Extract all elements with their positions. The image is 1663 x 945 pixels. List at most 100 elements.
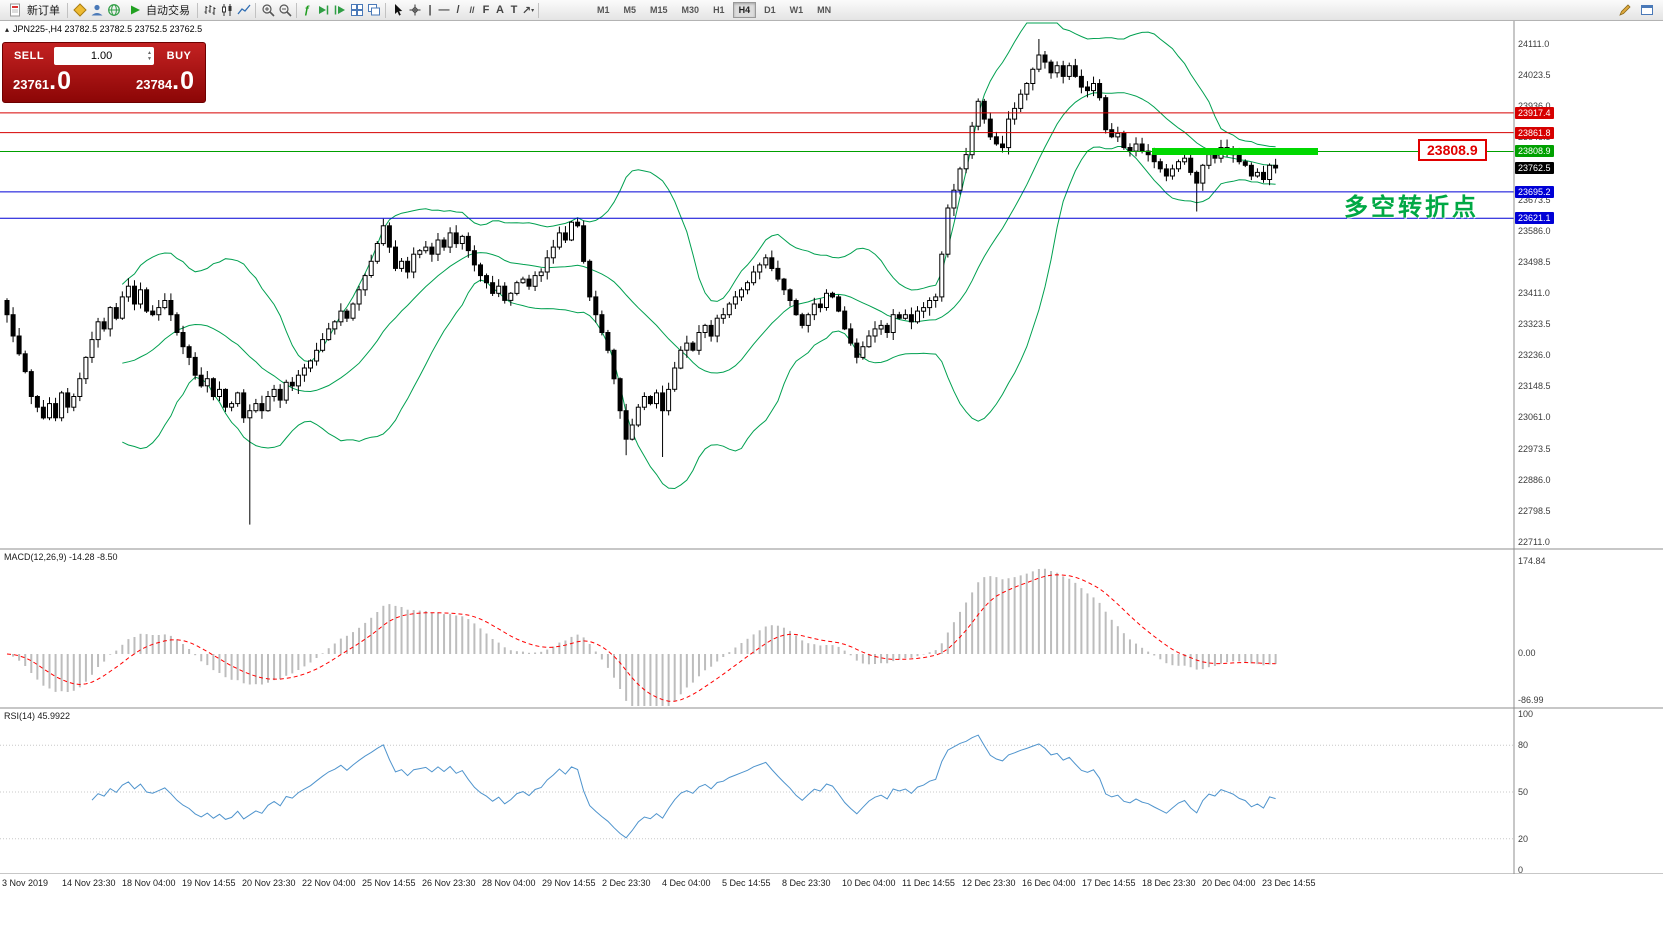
time-label: 17 Dec 14:55 <box>1082 878 1136 888</box>
price-tag-annotation[interactable]: 23808.9 <box>1418 139 1487 161</box>
buy-button[interactable]: 23784 .0 <box>136 67 195 96</box>
market-watch-icon[interactable] <box>71 2 88 19</box>
price-axis-label: 24111.0 <box>1518 39 1550 49</box>
bar-chart-icon[interactable] <box>201 2 218 19</box>
trendline-tool-icon[interactable]: / <box>456 4 460 16</box>
tf-button-h4[interactable]: H4 <box>732 2 757 18</box>
price-axis-label: 23236.0 <box>1518 350 1551 361</box>
price-axis[interactable]: 24111.024023.523936.023848.523761.023673… <box>1514 21 1663 894</box>
chart-shift-icon[interactable] <box>331 2 348 19</box>
time-label: 25 Nov 14:55 <box>362 878 416 888</box>
turning-point-annotation[interactable]: 多空转折点 <box>1344 194 1479 221</box>
zoom-out-icon[interactable] <box>276 2 293 19</box>
auto-scroll-icon[interactable] <box>314 2 331 19</box>
profile-icon[interactable] <box>88 2 105 19</box>
buy-price-pips: .0 <box>172 67 195 95</box>
tf-button-w1[interactable]: W1 <box>784 2 810 18</box>
arrow-tool-icon[interactable]: ↗ ▾ <box>521 4 535 17</box>
line-chart-icon[interactable] <box>235 2 252 19</box>
time-axis[interactable]: 3 Nov 2019 14 Nov 23:30 18 Nov 04:00 19 Nov… <box>0 874 1663 894</box>
indicators-icon[interactable]: ƒ <box>303 4 311 16</box>
sell-label[interactable]: SELL <box>13 50 45 62</box>
time-label: 19 Nov 14:55 <box>182 878 236 888</box>
macd-axis-label: -86.99 <box>1518 695 1544 705</box>
price-line-label: 23861.8 <box>1515 126 1554 139</box>
bollinger-bands-layer <box>121 22 1276 490</box>
candlestick-icon[interactable] <box>218 2 235 19</box>
auto-trading-button[interactable]: 自动交易 <box>122 1 194 20</box>
symbol-title-text: JPN225-,H4 23782.5 23782.5 23752.5 23762… <box>13 24 203 34</box>
trade-panel-prices: 23761 .0 23784 .0 <box>3 67 205 96</box>
current-price-label: 23762.5 <box>1515 161 1554 174</box>
cursor-icon[interactable] <box>389 2 406 19</box>
toolbar-separator <box>538 2 539 18</box>
symbol-title: ▴ JPN225-,H4 23782.5 23782.5 23752.5 237… <box>5 24 202 34</box>
crosshair-icon[interactable] <box>406 2 423 19</box>
data-window-icon[interactable] <box>105 2 122 19</box>
tf-button-m30[interactable]: M30 <box>676 2 706 18</box>
auto-trading-label: 自动交易 <box>146 5 190 17</box>
time-label: 26 Nov 23:30 <box>422 878 476 888</box>
tile-windows-icon[interactable] <box>348 2 365 19</box>
price-axis-label: 23148.5 <box>1518 381 1551 392</box>
collapse-icon[interactable]: ▴ <box>5 24 10 34</box>
price-axis-label: 23411.0 <box>1518 287 1550 298</box>
zoom-in-icon[interactable] <box>259 2 276 19</box>
sell-price-pips: .0 <box>49 67 73 95</box>
play-icon <box>126 2 143 19</box>
pencil-icon[interactable] <box>1616 2 1633 19</box>
sell-button[interactable]: 23761 .0 <box>13 67 72 96</box>
buy-label[interactable]: BUY <box>166 50 192 62</box>
macd-axis-label: 174.84 <box>1518 556 1546 566</box>
tf-button-m1[interactable]: M1 <box>591 2 616 18</box>
new-order-label: 新订单 <box>27 5 60 17</box>
rsi-axis-label: 80 <box>1518 740 1529 751</box>
new-order-icon <box>7 2 24 19</box>
volume-up-button[interactable]: ▲ <box>147 50 152 56</box>
tf-button-mn[interactable]: MN <box>811 2 837 18</box>
time-label: 23 Dec 14:55 <box>1262 878 1316 888</box>
price-axis-label: 23673.5 <box>1518 194 1551 205</box>
chevron-down-icon: ▾ <box>531 7 535 14</box>
rsi-label: RSI(14) 45.9922 <box>4 711 71 721</box>
channel-tool-icon[interactable]: // <box>469 5 475 15</box>
volume-down-button[interactable]: ▼ <box>147 56 152 62</box>
horizontal-lines-layer <box>0 112 1514 219</box>
price-line-label: 23621.1 <box>1515 212 1554 225</box>
time-label: 28 Nov 04:00 <box>482 878 536 888</box>
time-label: 22 Nov 04:00 <box>302 878 356 888</box>
volume-input[interactable] <box>56 50 148 62</box>
tf-button-d1[interactable]: D1 <box>758 2 782 18</box>
price-axis-label: 22711.0 <box>1518 536 1550 547</box>
horizontal-line-tool-icon[interactable]: — <box>438 4 450 16</box>
toolbar-separator <box>255 2 256 18</box>
price-axis-label: 22973.5 <box>1518 443 1551 454</box>
label-tool-icon[interactable]: T <box>510 4 518 16</box>
price-axis-label: 22886.0 <box>1518 474 1551 485</box>
vertical-line-tool-icon[interactable]: | <box>428 4 432 16</box>
volume-stepper: ▲ ▼ <box>54 47 154 65</box>
tf-button-m15[interactable]: M15 <box>644 2 674 18</box>
price-axis-label: 23586.0 <box>1518 225 1551 236</box>
time-label: 18 Dec 23:30 <box>1142 878 1196 888</box>
toolbar: 新订单 自动交易 ƒ | — / // F A T ↗ ▾ M1 M <box>0 0 1663 21</box>
tf-button-m5[interactable]: M5 <box>618 2 643 18</box>
time-label: 20 Nov 23:30 <box>242 878 296 888</box>
tf-button-h1[interactable]: H1 <box>707 2 731 18</box>
timeframe-toolbar: M1 M5 M15 M30 H1 H4 D1 W1 MN <box>590 2 838 18</box>
new-order-button[interactable]: 新订单 <box>3 1 64 20</box>
new-window-icon[interactable] <box>1638 2 1655 19</box>
time-label: 4 Dec 04:00 <box>662 878 711 888</box>
trade-panel-top-row: SELL ▲ ▼ BUY <box>3 43 205 67</box>
cascade-windows-icon[interactable] <box>365 2 382 19</box>
macd-signal-line <box>6 574 1276 702</box>
time-label: 8 Dec 23:30 <box>782 878 831 888</box>
fibonacci-tool-icon[interactable]: F <box>482 4 490 16</box>
price-axis-label: 23323.5 <box>1518 319 1551 330</box>
macd-layer <box>6 568 1277 706</box>
time-label: 2 Dec 23:30 <box>602 878 651 888</box>
thick-green-segment[interactable] <box>1152 148 1318 155</box>
text-tool-icon[interactable]: A <box>496 4 504 16</box>
